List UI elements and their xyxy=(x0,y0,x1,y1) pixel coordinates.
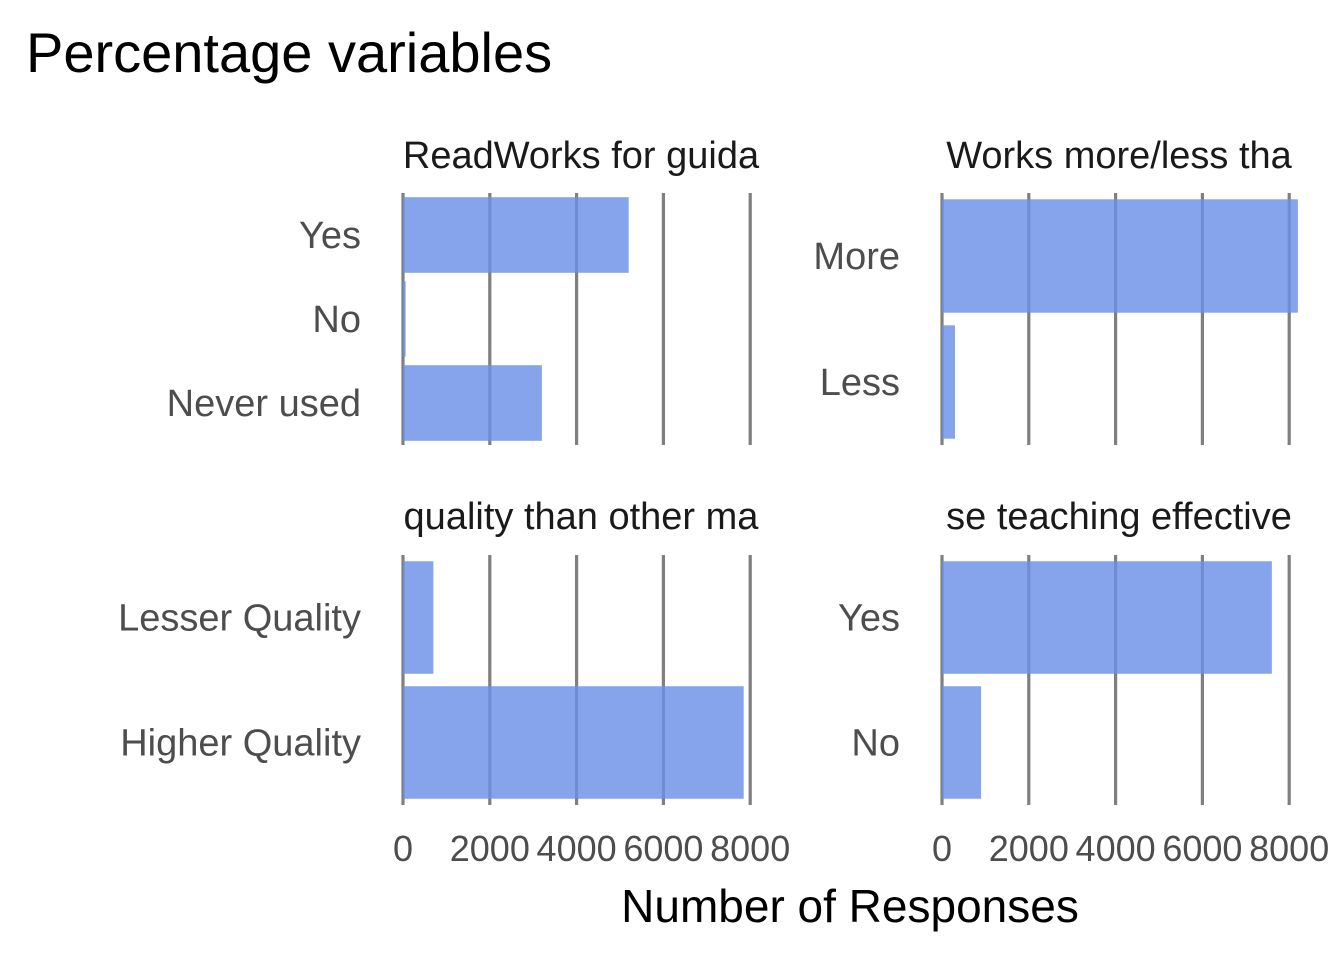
facet-strip-label: se teaching effective xyxy=(946,496,1292,538)
facet-strip-label: quality than other ma xyxy=(404,496,760,538)
bar xyxy=(942,561,1272,674)
x-tick-label: 0 xyxy=(393,828,413,869)
bar xyxy=(403,365,542,441)
x-tick-label: 6000 xyxy=(1162,828,1242,869)
category-label: More xyxy=(813,236,900,278)
x-tick-label: 8000 xyxy=(710,828,790,869)
bar xyxy=(942,686,981,799)
x-tick-label: 2000 xyxy=(450,828,530,869)
bar xyxy=(403,281,406,357)
facet-panel: quality than other ma Lesser Quality Highe… xyxy=(118,496,790,869)
chart-title: Percentage variables xyxy=(26,21,552,84)
category-label: Higher Quality xyxy=(120,723,361,765)
x-tick-label: 4000 xyxy=(1076,828,1156,869)
category-label: No xyxy=(851,723,900,765)
bar xyxy=(403,197,629,273)
facet-strip-label: ReadWorks for guida xyxy=(403,135,760,177)
category-label: Never used xyxy=(167,383,361,425)
category-label: Yes xyxy=(299,215,361,257)
facet-panels: ReadWorks for guida Yes No Never used Works … xyxy=(118,135,1329,869)
category-label: Less xyxy=(820,362,900,404)
facet-strip-label: Works more/less tha xyxy=(946,135,1292,177)
facet-panel: Works more/less tha More Less xyxy=(813,135,1297,445)
x-tick-label: 6000 xyxy=(623,828,703,869)
x-tick-label: 8000 xyxy=(1249,828,1329,869)
bar xyxy=(942,325,955,438)
category-label: Lesser Quality xyxy=(118,598,361,640)
bar xyxy=(403,561,433,674)
x-tick-label: 0 xyxy=(932,828,952,869)
bar xyxy=(403,686,744,799)
category-label: No xyxy=(312,299,361,341)
x-axis-title: Number of Responses xyxy=(621,880,1079,932)
category-label: Yes xyxy=(838,598,900,640)
facet-panel: ReadWorks for guida Yes No Never used xyxy=(167,135,760,445)
x-tick-label: 2000 xyxy=(989,828,1069,869)
facet-panel: se teaching effective Yes No 0 2000 4000 6000 8… xyxy=(838,496,1329,869)
bar xyxy=(942,199,1298,312)
x-tick-label: 4000 xyxy=(537,828,617,869)
